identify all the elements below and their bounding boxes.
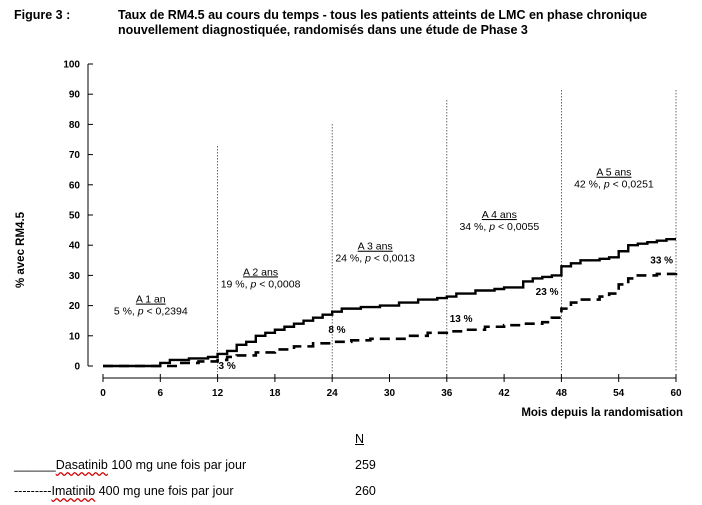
legend-item-imatinib: ---------Imatinib 400 mg une fois par jo… — [14, 484, 234, 498]
point-label: 23 % — [536, 287, 559, 298]
annotation-p: p — [249, 278, 256, 290]
annotation-value: 34 %, p < 0,0055 — [459, 221, 539, 233]
point-label: 3 % — [219, 361, 236, 372]
series-line-imatinib — [103, 272, 678, 368]
x-tick-label: 0 — [100, 388, 106, 399]
annotation-pct: 19 %, — [221, 278, 251, 290]
legend-n-dasatinib: 259 — [355, 458, 376, 472]
y-tick-label: 10 — [69, 331, 81, 342]
annotation-pvalue: < 0,0055 — [495, 221, 539, 233]
y-tick-label: 70 — [69, 150, 81, 161]
x-tick-label: 30 — [384, 388, 396, 399]
annotation-title: A 3 ans — [358, 241, 393, 253]
annotation-pct: 34 %, — [459, 221, 489, 233]
x-tick-label: 36 — [441, 388, 453, 399]
annotation-pvalue: < 0,0008 — [256, 278, 300, 290]
annotation-title: A 5 ans — [596, 167, 631, 179]
x-tick-label: 6 — [158, 388, 164, 399]
annotation-value: 19 %, p < 0,0008 — [221, 278, 301, 290]
annotation-p: p — [488, 221, 495, 233]
x-tick-label: 54 — [613, 388, 625, 399]
legend-n-header: N — [355, 432, 365, 446]
annotation-pct: 5 %, — [114, 306, 138, 318]
annotation-title: A 1 an — [136, 294, 166, 306]
legend-line-dashed: --------- — [14, 484, 52, 498]
annotation-title: A 2 ans — [243, 266, 278, 278]
point-label: 13 % — [450, 314, 473, 325]
x-tick-label: 60 — [670, 388, 682, 399]
y-tick-label: 80 — [69, 120, 81, 131]
y-tick-label: 0 — [74, 362, 80, 373]
legend-label-word: Dasatinib — [55, 458, 108, 472]
annotation-p: p — [137, 306, 144, 318]
figure-label: Figure 3 : — [14, 8, 71, 22]
point-label: 8 % — [328, 325, 345, 336]
annotation-value: 42 %, p < 0,0251 — [574, 179, 654, 191]
y-tick-label: 20 — [69, 301, 81, 312]
x-axis-title: Mois depuis la randomisation — [521, 407, 683, 419]
y-tick-label: 40 — [69, 241, 81, 252]
annotation-value: 24 %, p < 0,0013 — [335, 253, 415, 265]
x-tick-label: 24 — [327, 388, 339, 399]
annotation-title: A 4 ans — [482, 209, 517, 221]
y-axis-title: % avec RM4.5 — [15, 211, 27, 288]
x-tick-label: 18 — [269, 388, 281, 399]
annotation-pct: 42 %, — [574, 179, 604, 191]
y-tick-label: 50 — [69, 211, 81, 222]
annotation-pvalue: < 0,0251 — [610, 179, 654, 191]
annotation-pvalue: < 0,0013 — [371, 253, 415, 265]
legend-label-word: Imatinib — [51, 484, 96, 498]
x-tick-label: 48 — [556, 388, 568, 399]
chart-svg: 0 10 20 30 40 50 60 70 80 90 100 0 6 12 18 24 30 36 42 48 54… — [15, 60, 683, 420]
annotation: A 1 an5 %, p < 0,2394 — [114, 294, 188, 318]
reference-lines — [217, 90, 677, 372]
annotation-pvalue: < 0,2394 — [144, 306, 188, 318]
series-line-dasatinib — [103, 237, 676, 368]
annotation-pct: 24 %, — [335, 253, 365, 265]
annotation-value: 5 %, p < 0,2394 — [114, 306, 188, 318]
series-lines — [103, 237, 678, 368]
x-tick-label: 42 — [499, 388, 511, 399]
point-label: 33 % — [650, 255, 673, 266]
y-tick-label: 100 — [63, 60, 80, 71]
legend-n-imatinib: 260 — [355, 484, 376, 498]
figure-title: Taux de RM4.5 au cours du temps - tous l… — [118, 8, 648, 37]
annotation-p: p — [364, 253, 371, 265]
y-tick-label: 60 — [69, 180, 81, 191]
annotation-p: p — [603, 179, 610, 191]
legend-label-rest: 100 mg une fois par jour — [107, 458, 247, 472]
legend-line-solid: ______ — [14, 458, 56, 472]
x-tick-label: 12 — [212, 388, 224, 399]
legend-label-rest: 400 mg une fois par jour — [95, 484, 234, 498]
y-tick-label: 90 — [69, 90, 81, 101]
y-tick-label: 30 — [69, 271, 81, 282]
legend-item-dasatinib: ______Dasatinib 100 mg une fois par jour — [14, 458, 246, 472]
chart-axes: 0 10 20 30 40 50 60 70 80 90 100 0 6 12 18 24 30 36 42 48 54… — [63, 60, 682, 400]
